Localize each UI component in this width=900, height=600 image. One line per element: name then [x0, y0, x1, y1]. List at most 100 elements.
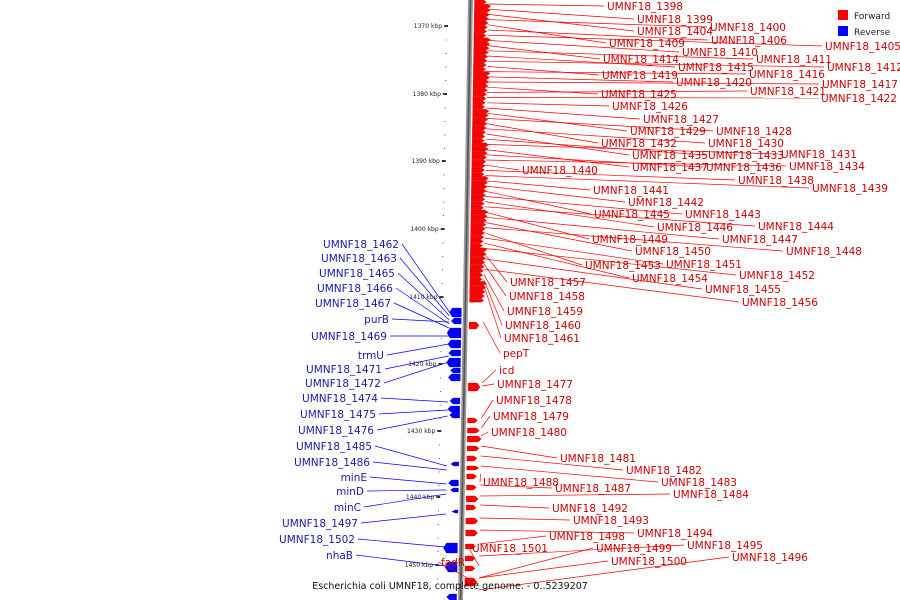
- leader-line: [372, 461, 447, 471]
- minor-tick: [445, 53, 447, 54]
- forward-feature: [470, 235, 485, 240]
- reverse-gene-label: UMNF18_1472: [305, 378, 381, 390]
- reverse-feature: [450, 461, 459, 467]
- forward-feature: [466, 455, 478, 462]
- forward-gene-label: UMNF18_1443: [685, 209, 761, 221]
- forward-gene-label: UMNF18_1488: [483, 477, 559, 489]
- forward-feature: [466, 465, 480, 471]
- forward-gene-label: UMNF18_1481: [560, 453, 636, 465]
- leader-line: [481, 399, 494, 419]
- forward-gene-label: UMNF18_1482: [626, 465, 702, 477]
- forward-feature: [472, 113, 489, 118]
- leader-line: [487, 29, 709, 41]
- forward-feature: [472, 125, 487, 131]
- reverse-gene-label: minC: [334, 502, 361, 514]
- forward-feature: [472, 100, 486, 105]
- minor-tick: [442, 242, 444, 244]
- leader-line: [488, 14, 635, 32]
- leader-line: [485, 154, 704, 168]
- leader-line: [487, 81, 820, 85]
- leader-line: [401, 243, 450, 313]
- forward-gene-label: UMNF18_1432: [601, 138, 677, 150]
- forward-feature: [471, 151, 488, 156]
- forward-gene-label: UMNF18_1444: [758, 221, 834, 233]
- minor-tick: [444, 121, 446, 122]
- minor-tick: [438, 471, 440, 473]
- forward-feature: [469, 293, 485, 299]
- reverse-feature: [446, 357, 461, 368]
- forward-feature: [470, 239, 484, 244]
- forward-gene-label: UMNF18_1431: [781, 149, 857, 161]
- reverse-feature: [448, 349, 461, 357]
- reverse-feature: [443, 542, 458, 554]
- leader-line: [369, 476, 447, 485]
- forward-feature: [474, 8, 491, 13]
- tick-label: 1430 kbp: [407, 428, 435, 435]
- forward-gene-label: UMNF18_1436: [706, 162, 782, 174]
- forward-feature: [471, 188, 487, 194]
- forward-feature: [473, 33, 487, 38]
- leader-line: [485, 196, 683, 215]
- reverse-feature: [444, 561, 458, 573]
- reverse-gene-label: UMNF18_1471: [306, 364, 382, 376]
- minor-tick: [439, 444, 441, 446]
- forward-gene-label: UMNF18_1412: [827, 62, 900, 74]
- forward-feature: [470, 251, 487, 257]
- forward-feature: [471, 146, 489, 152]
- map-caption: Escherichia coli UMNF18, complete genome…: [312, 581, 588, 592]
- forward-gene-label: UMNF18_1461: [504, 333, 580, 345]
- leader-line: [391, 318, 450, 323]
- genome-backbone: [458, 0, 473, 600]
- minor-tick: [439, 404, 441, 406]
- minor-tick: [439, 391, 441, 392]
- leader-line: [484, 237, 664, 265]
- forward-feature: [472, 96, 487, 101]
- forward-gene-label: UMNF18_1493: [573, 515, 649, 527]
- forward-gene-label: UMNF18_1441: [593, 185, 669, 197]
- leader-line: [485, 175, 810, 189]
- forward-feature: [470, 214, 488, 219]
- leader-line: [384, 355, 449, 370]
- leader-line: [484, 222, 633, 252]
- leader-line: [488, 24, 607, 44]
- leader-line: [399, 257, 450, 317]
- leader-line: [485, 206, 756, 227]
- forward-feature: [473, 25, 488, 30]
- leader-line: [487, 34, 823, 47]
- forward-feature: [464, 565, 476, 572]
- forward-feature: [470, 243, 483, 248]
- minor-tick: [445, 66, 447, 68]
- leader-line: [484, 227, 784, 252]
- forward-gene-label: UMNF18_1455: [705, 284, 781, 296]
- forward-gene-label: UMNF18_1428: [716, 126, 792, 138]
- forward-feature: [469, 298, 485, 303]
- minor-tick: [439, 418, 441, 419]
- minor-tick: [437, 551, 439, 552]
- leader-line: [366, 489, 447, 492]
- forward-feature: [469, 264, 485, 269]
- minor-tick: [440, 377, 442, 379]
- forward-gene-label: UMNF18_1437: [632, 162, 708, 174]
- leader-line: [481, 445, 558, 459]
- forward-gene-label: UMNF18_1414: [603, 54, 679, 66]
- forward-gene-label: UMNF18_1501: [472, 543, 548, 555]
- leader-line: [478, 556, 730, 591]
- forward-feature: [469, 281, 487, 286]
- forward-feature: [473, 37, 491, 42]
- leader-line: [478, 547, 594, 579]
- leader-line: [485, 170, 736, 181]
- tick-label: 1380 kbp: [413, 91, 441, 98]
- forward-gene-label: UMNF18_1447: [722, 234, 798, 246]
- minor-tick: [438, 458, 440, 459]
- forward-feature: [473, 41, 491, 47]
- leader-line: [357, 538, 446, 548]
- forward-gene-label: UMNF18_1460: [505, 320, 581, 332]
- leader-line: [485, 149, 630, 168]
- forward-gene-label: UMNF18_1478: [496, 395, 572, 407]
- forward-gene-label: UMNF18_1448: [786, 246, 862, 258]
- forward-gene-label: UMNF18_1420: [676, 77, 752, 89]
- forward-gene-label: UMNF18_1483: [661, 477, 737, 489]
- reverse-gene-label: UMNF18_1462: [323, 239, 399, 251]
- forward-gene-label: UMNF18_1440: [522, 165, 598, 177]
- forward-feature: [466, 495, 479, 503]
